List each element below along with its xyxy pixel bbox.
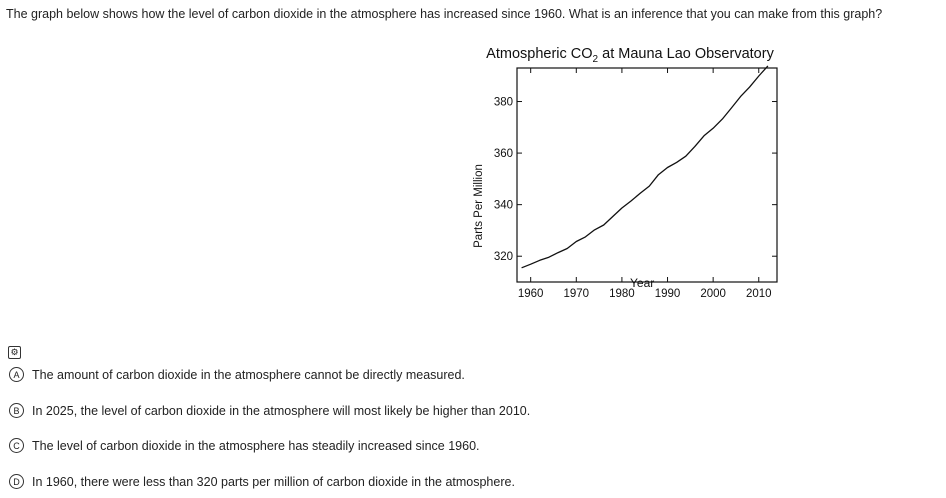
x-tick-label: 1970	[564, 288, 590, 300]
y-tick-label: 320	[494, 251, 513, 263]
choice-d[interactable]: D In 1960, there were less than 320 part…	[9, 474, 515, 489]
co2-series-line	[521, 65, 769, 269]
question-text: The graph below shows how the level of c…	[6, 7, 883, 21]
x-axis-label: Year	[630, 276, 655, 290]
y-tick-label: 360	[494, 148, 513, 160]
choice-d-radio[interactable]: D	[9, 474, 24, 489]
chart-title: Atmospheric CO2 at Mauna Lao Observatory	[486, 46, 774, 65]
x-tick-label: 1990	[655, 288, 681, 300]
y-axis-label: Parts Per Million	[473, 164, 485, 248]
choice-d-text: In 1960, there were less than 320 parts …	[32, 474, 515, 489]
tools-icon[interactable]: ⚙	[8, 346, 21, 359]
choice-a-radio[interactable]: A	[9, 367, 24, 382]
chart-plot: 1960 1970 1980 1990 2000 2010 320 340 360 380	[494, 65, 778, 300]
choice-a[interactable]: A The amount of carbon dioxide in the at…	[9, 367, 465, 382]
plot-frame	[516, 67, 778, 283]
choice-b-text: In 2025, the level of carbon dioxide in …	[32, 403, 531, 418]
choice-c[interactable]: C The level of carbon dioxide in the atm…	[9, 438, 480, 453]
x-tick-label: 2010	[746, 288, 772, 300]
choice-c-text: The level of carbon dioxide in the atmos…	[32, 438, 480, 453]
y-tick-label: 340	[494, 200, 513, 212]
choice-a-text: The amount of carbon dioxide in the atmo…	[32, 367, 465, 382]
y-tick-label: 380	[494, 97, 513, 109]
choice-b[interactable]: B In 2025, the level of carbon dioxide i…	[9, 403, 530, 418]
choice-c-radio[interactable]: C	[9, 438, 24, 453]
choice-b-radio[interactable]: B	[9, 403, 24, 418]
x-tick-label: 2000	[700, 288, 726, 300]
co2-chart: Atmospheric CO2 at Mauna Lao Observatory…	[460, 40, 800, 300]
x-tick-label: 1960	[518, 288, 544, 300]
x-tick-label: 1980	[609, 288, 635, 300]
